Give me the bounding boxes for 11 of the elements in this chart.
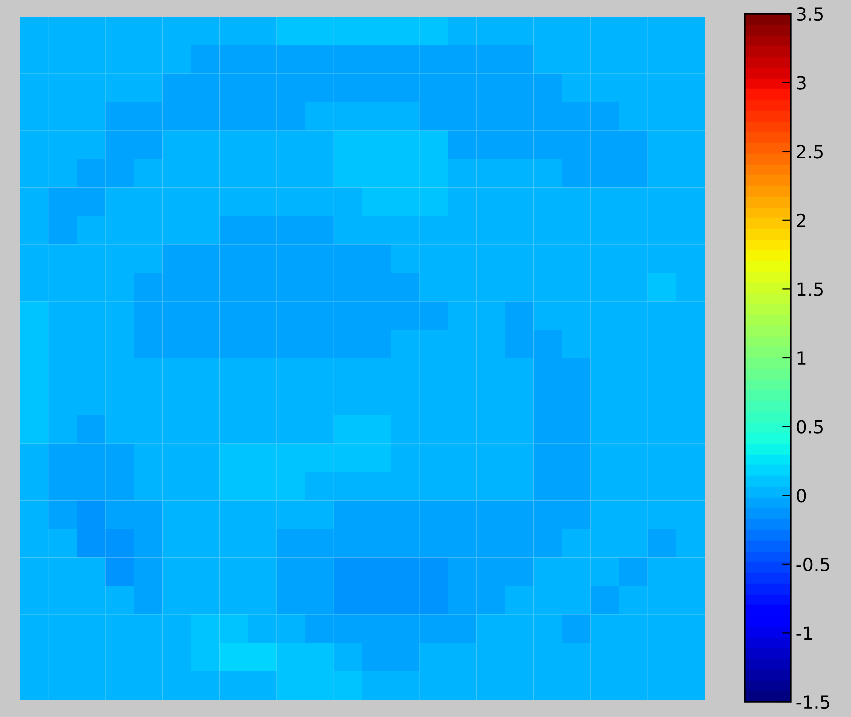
- color-bar-label: -1: [796, 626, 812, 640]
- color-bar-label: 1.5: [798, 282, 823, 296]
- color-bar-label: 0: [797, 489, 806, 503]
- color-bar-label: -0.5: [796, 558, 830, 572]
- color-bar-label: 1: [798, 352, 806, 365]
- color-bar-label: 2.5: [797, 145, 823, 159]
- color-bar-label: 3: [797, 76, 806, 90]
- color-bar-label: 3.5: [797, 7, 823, 22]
- color-bar-label: -1.5: [796, 696, 830, 710]
- color-bar-label: 0.5: [797, 420, 823, 434]
- color-bar-label: 2: [797, 214, 806, 228]
